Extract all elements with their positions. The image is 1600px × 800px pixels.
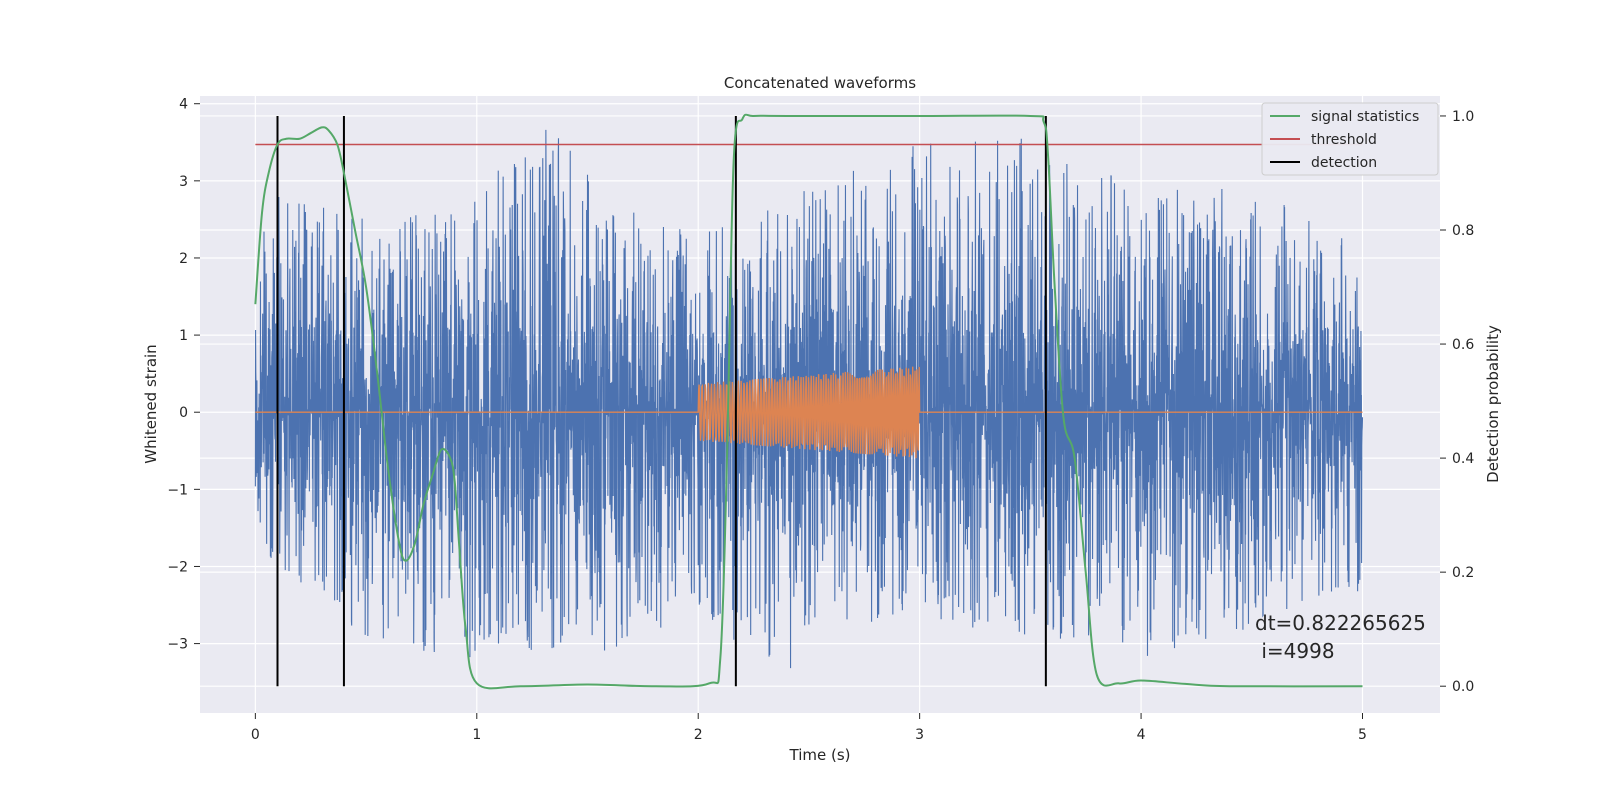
strain-line [254,129,1364,669]
axis-ticks: 0 1 2 3 4 5 4 3 2 1 0 −1 −2 −3 1.0 0.8 0.6 0.4 0.2 0.0 [167,97,1474,743]
y-right-tick-label: 0.2 [1452,565,1474,581]
y-axis-label: Whitened strain [142,344,160,463]
x-tick-label: 3 [915,727,924,743]
legend-label-signal-statistics: signal statistics [1311,109,1419,125]
x-tick-label: 4 [1137,727,1146,743]
y-right-axis-label: Detection probability [1484,325,1502,483]
legend-label-detection: detection [1311,155,1377,171]
y-right-tick-label: 0.8 [1452,223,1474,239]
y-tick-label: −2 [167,559,188,575]
strain-series [254,129,1364,669]
legend-box [1261,102,1439,176]
y-right-tick-label: 0.6 [1452,337,1474,353]
chart-title: Concatenated waveforms [724,74,916,92]
y-tick-label: 3 [179,174,188,190]
y-tick-label: 1 [179,328,188,344]
y-right-tick-label: 0.0 [1452,679,1474,695]
y-tick-label: −1 [167,482,188,498]
y-right-tick-label: 0.4 [1452,451,1474,467]
x-axis-label: Time (s) [789,746,851,764]
y-tick-label: 0 [179,405,188,421]
x-tick-label: 1 [472,727,481,743]
x-tick-label: 2 [694,727,703,743]
legend-label-threshold: threshold [1311,132,1377,148]
annotation-dt: dt=0.822265625 [1255,611,1426,635]
y-tick-label: 2 [179,251,188,267]
legend: signal statistics threshold detection [1261,102,1439,176]
injected-waveform-line [255,366,1363,459]
annotation-index: i=4998 [1255,639,1335,663]
signal-statistics-line [254,113,1363,690]
detection-series [276,115,1047,687]
injected-waveform-series [255,366,1363,459]
signal-statistics-series [254,113,1363,690]
y-right-tick-label: 1.0 [1452,109,1474,125]
x-tick-label: 5 [1358,727,1367,743]
y-tick-label: 4 [179,97,188,113]
y-tick-label: −3 [167,637,188,653]
x-tick-label: 0 [251,727,260,743]
